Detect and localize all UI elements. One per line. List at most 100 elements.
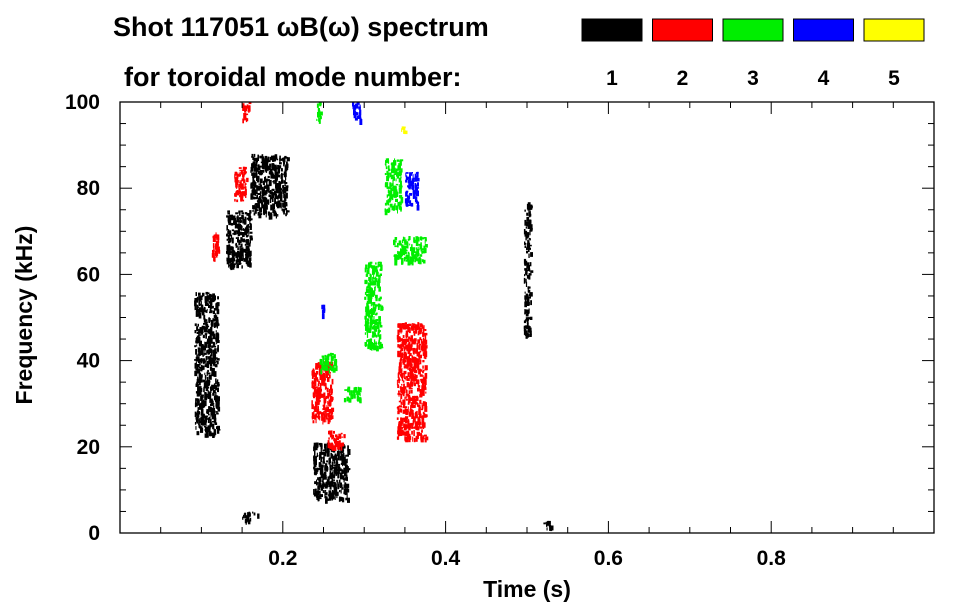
- mode-2-speck: [343, 434, 346, 439]
- mode-1-speck: [215, 330, 217, 332]
- mode-1-speck: [529, 238, 531, 241]
- mode-1-speck: [317, 482, 319, 485]
- mode-2-speck: [412, 398, 416, 404]
- mode-4-speck: [417, 201, 420, 206]
- mode-3-speck: [330, 367, 334, 372]
- mode-1-speck: [247, 519, 250, 523]
- mode-1-speck: [274, 154, 278, 160]
- mode-1-speck: [526, 203, 530, 210]
- mode-4-speck: [353, 105, 357, 110]
- mode-1-speck: [197, 379, 200, 384]
- mode-2-speck: [323, 392, 326, 397]
- mode-2-speck: [324, 407, 327, 412]
- mode-1-speck: [263, 162, 267, 168]
- mode-1-speck: [196, 364, 198, 368]
- mode-1-speck: [338, 479, 341, 483]
- mode-3-speck: [353, 391, 356, 394]
- mode-1-speck: [524, 263, 527, 266]
- mode-1-speck: [322, 477, 325, 480]
- mode-1-speck: [257, 200, 259, 204]
- mode-3-speck: [366, 339, 368, 342]
- mode-1-speck: [210, 400, 214, 406]
- mode-4-speck: [356, 115, 360, 119]
- mode-2-speck: [215, 244, 217, 250]
- mode-1-speck: [316, 454, 319, 457]
- mode-2-speck: [335, 434, 338, 438]
- mode-2-speck: [422, 383, 425, 387]
- mode-1-speck: [215, 414, 217, 420]
- mode-3-speck: [368, 339, 370, 345]
- mode-1-speck: [545, 521, 547, 525]
- mode-1-speck: [253, 157, 257, 162]
- mode-1-speck: [261, 188, 265, 194]
- mode-1-speck: [331, 467, 333, 471]
- mode-4-speck: [414, 184, 417, 189]
- mode-1-speck: [204, 415, 208, 418]
- mode-2-speck: [403, 411, 406, 414]
- mode-2-speck: [413, 383, 416, 387]
- mode-3-speck: [379, 334, 382, 340]
- mode-3-speck: [353, 391, 356, 397]
- mode-2-speck: [329, 443, 332, 447]
- mode-1-speck: [235, 242, 237, 248]
- mode-1-speck: [196, 308, 200, 313]
- mode-3-speck: [400, 250, 403, 257]
- mode-1-speck: [208, 416, 211, 421]
- mode-4-speck: [414, 188, 417, 193]
- mode-1-speck: [526, 216, 530, 222]
- mode-3-speck: [330, 365, 333, 369]
- mode-1-speck: [335, 458, 338, 463]
- mode-1-speck: [324, 449, 327, 454]
- mode-1-speck: [197, 403, 201, 406]
- mode-3-speck: [390, 206, 392, 208]
- mode-1-speck: [216, 361, 219, 364]
- mode-1-speck: [344, 483, 347, 489]
- mode-3-speck: [372, 302, 376, 306]
- mode-2-speck: [234, 193, 237, 197]
- mode-1-speck: [281, 200, 284, 203]
- mode-1-speck: [546, 527, 548, 531]
- mode-1-speck: [217, 304, 219, 311]
- mode-1-speck: [527, 288, 529, 293]
- mode-2-speck: [409, 387, 413, 390]
- mode-3-speck: [397, 202, 401, 207]
- mode-2-speck: [418, 345, 420, 350]
- mode-1-speck: [217, 428, 220, 434]
- mode-1-speck: [207, 425, 209, 430]
- mode-3-speck: [421, 248, 425, 250]
- mode-1-speck: [246, 234, 249, 237]
- mode-3-speck: [387, 165, 390, 172]
- mode-1-speck: [284, 157, 286, 162]
- mode-2-speck: [323, 400, 327, 404]
- mode-3-speck: [384, 163, 386, 166]
- mode-1-speck: [201, 400, 204, 406]
- mode-2-speck: [244, 183, 247, 185]
- mode-1-speck: [215, 357, 218, 359]
- mode-1-speck: [275, 201, 279, 206]
- mode-1-speck: [528, 208, 532, 210]
- mode-1-speck: [227, 235, 230, 240]
- mode-3-speck: [394, 245, 397, 248]
- mode-1-speck: [249, 210, 252, 214]
- mode-2-speck: [408, 397, 410, 403]
- mode-1-speck: [204, 296, 208, 300]
- mode-1-speck: [313, 444, 317, 449]
- mode-1-speck: [274, 168, 277, 172]
- mode-1-speck: [255, 208, 257, 212]
- mode-2-speck: [406, 389, 408, 395]
- legend-swatch-1: [581, 18, 643, 42]
- mode-1-speck: [195, 416, 198, 423]
- mode-1-speck: [285, 213, 287, 217]
- mode-1-speck: [248, 214, 251, 219]
- mode-2-speck: [417, 331, 420, 336]
- mode-1-speck: [317, 485, 320, 490]
- mode-1-speck: [279, 191, 283, 195]
- mode-2-speck: [411, 365, 413, 369]
- mode-3-speck: [371, 335, 375, 338]
- mode-3-speck: [417, 259, 421, 263]
- mode-2-speck: [401, 383, 403, 386]
- mode-1-speck: [206, 350, 209, 354]
- mode-2-speck: [213, 245, 215, 250]
- mode-4-speck: [415, 172, 419, 175]
- mode-2-speck: [419, 399, 422, 404]
